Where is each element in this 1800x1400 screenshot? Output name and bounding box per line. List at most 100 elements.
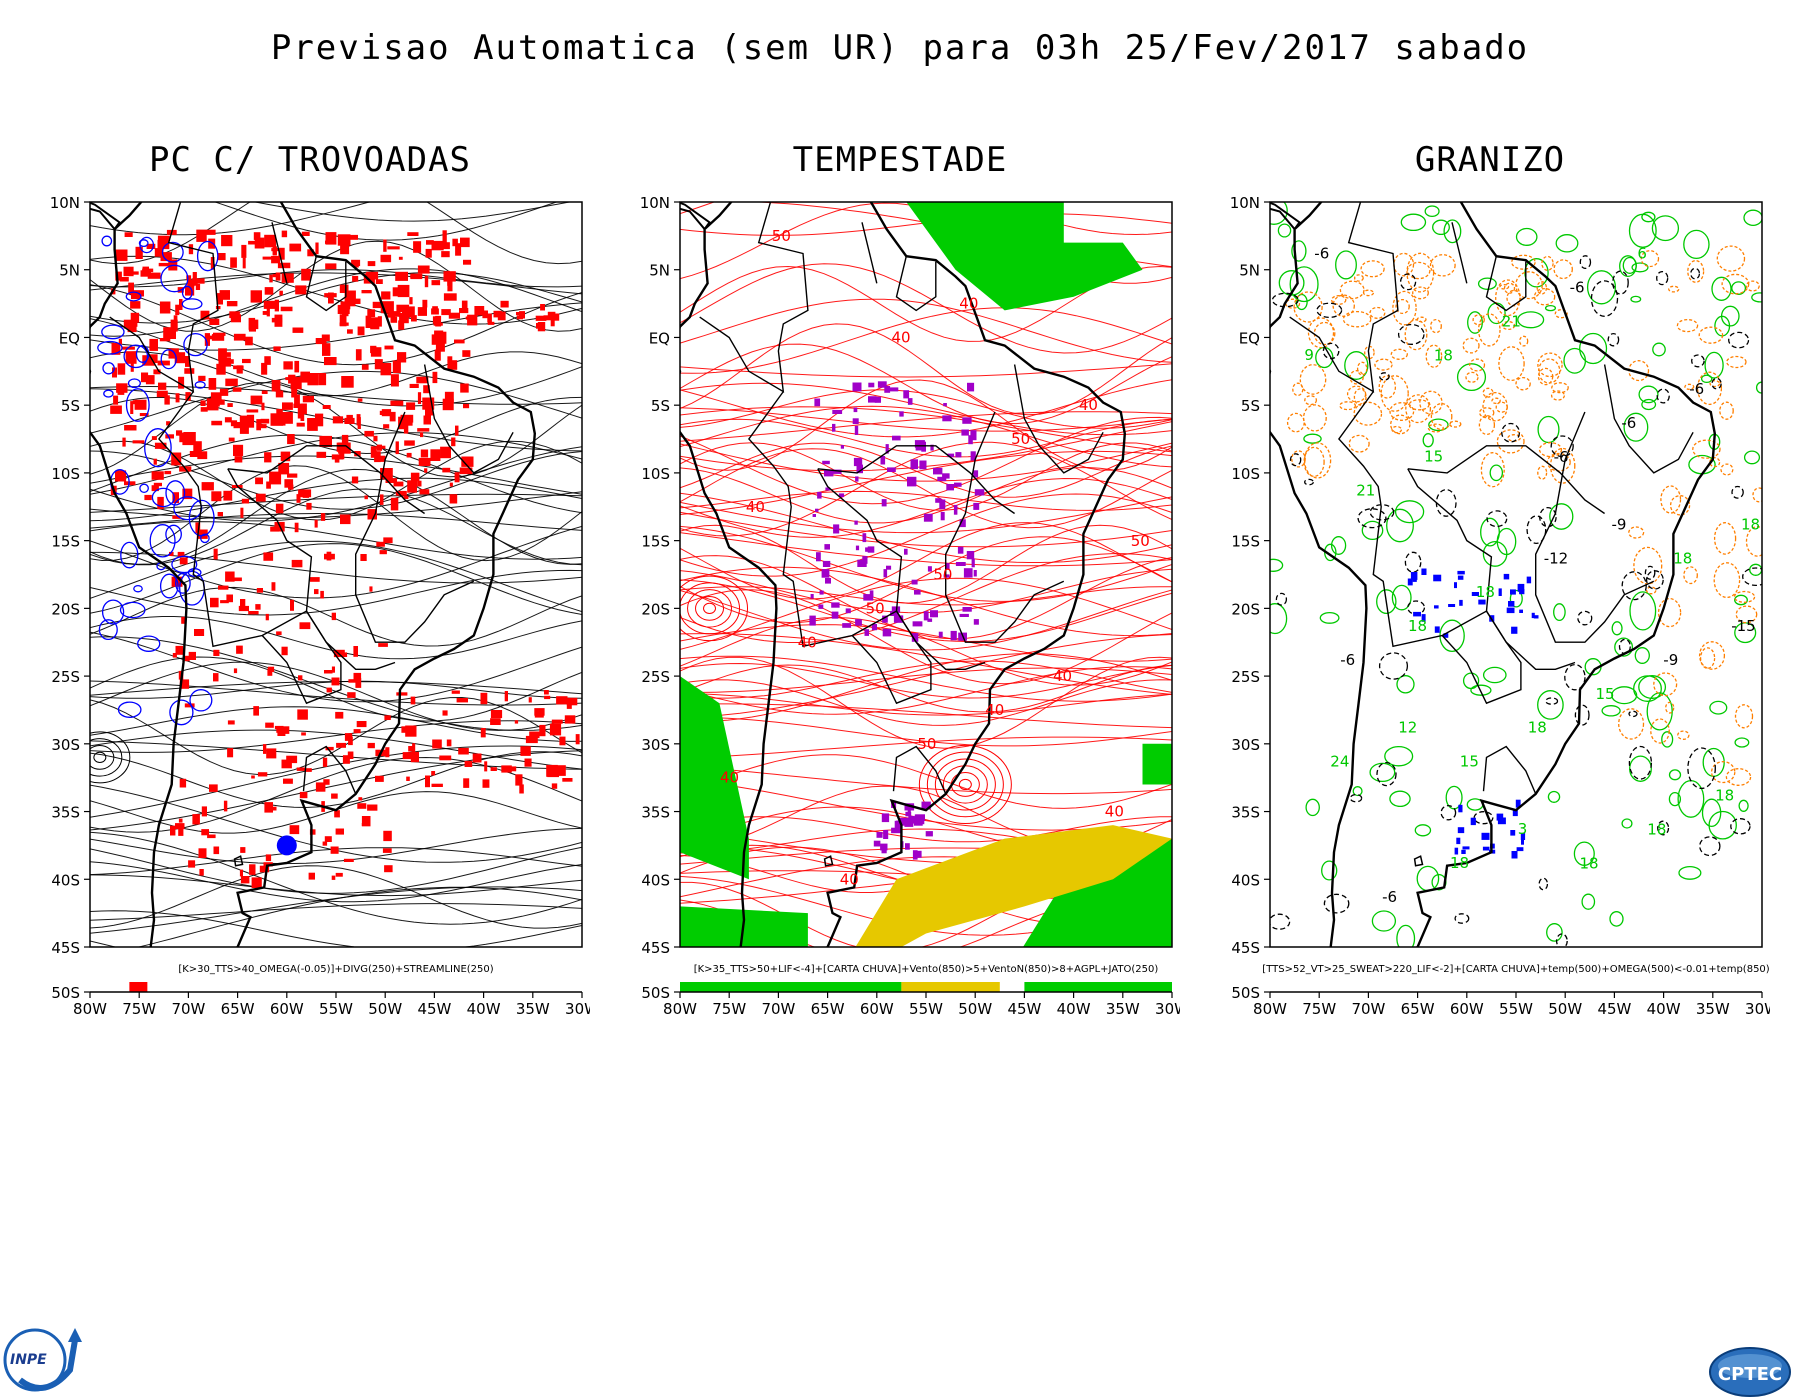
field-cell [482,310,488,319]
field-cell [484,761,488,772]
field-cell [287,473,298,478]
field-cell [123,319,135,329]
field-cell [213,332,226,336]
inpe-logo: INPE [3,1328,82,1392]
field-cell [361,364,369,370]
contour [139,483,149,494]
field-cell [248,323,256,332]
contour [1638,675,1667,699]
country-border [895,256,937,312]
contour [1665,701,1675,714]
contour [123,344,149,369]
contour [1699,836,1721,857]
field-cell [379,410,387,415]
contour [1708,810,1737,840]
contour [1435,488,1457,517]
field-cell [264,287,274,295]
contour-label: 21 [1502,312,1521,330]
field-cell [385,306,392,314]
field-cell [336,742,346,748]
field-cell [549,723,562,736]
field-cell [904,548,908,555]
contour [125,291,142,302]
field-cell [219,388,229,396]
field-cell [439,242,450,250]
field-cell [831,611,839,619]
field-cell [390,497,399,511]
field-cell [358,797,363,801]
contour [1726,355,1747,369]
streamline [680,307,1172,374]
field-cell [472,753,482,763]
field-cell [1482,846,1490,851]
field-cell [460,237,470,248]
field-cell [816,552,821,562]
field-cell [403,495,409,500]
contour [1519,335,1529,347]
vortex-ring [90,731,131,784]
field-cell [923,513,933,522]
streamline [680,693,1172,716]
vortex-ring [942,765,988,804]
field-cell [241,244,247,258]
streamline [680,407,1172,432]
contour [1361,520,1384,541]
lat-tick-label: 20S [641,600,670,618]
contour [1330,536,1347,555]
field-cell [825,578,831,584]
streamline [90,543,582,615]
field-cell [206,229,216,235]
field-cell [280,412,293,424]
contour [1621,571,1647,601]
field-cell [831,602,840,608]
contour [1454,913,1470,924]
streamline [680,323,1172,416]
lat-tick-label: 15S [641,533,670,551]
contour [181,285,193,300]
contour [1506,289,1522,307]
lat-tick-label: 5S [1241,397,1260,415]
coastline [90,202,537,947]
contour [1299,364,1327,395]
streamline [680,566,1172,637]
field-cell [195,284,201,290]
field-cell [880,843,888,851]
field-cell [959,519,966,528]
country-border [1451,222,1468,284]
field-cell [122,437,126,447]
lon-tick-label: 35W [1696,1000,1730,1018]
streamline [680,667,1172,693]
field-cell [261,402,265,411]
field-cell [239,869,243,877]
field-cell [395,490,407,496]
field-cell [482,779,490,788]
lat-tick-label: 25S [51,668,80,686]
field-cell [342,755,350,764]
streamline [90,512,582,531]
field-cell [293,403,305,408]
contour [1515,271,1543,300]
inpe-logo-text: INPE [10,1352,47,1368]
field-cell [142,266,149,271]
field-cell [497,311,506,321]
contour [1657,820,1670,836]
field-cell [130,401,134,414]
field-cell [955,452,962,458]
field-cell [302,395,314,403]
contour [1342,310,1372,328]
contour [1286,412,1305,433]
contour-label: -9 [1663,651,1678,669]
field-cell [855,619,862,626]
field-cell [188,651,196,660]
streamline [680,660,1172,699]
lake [233,855,244,867]
contour [1709,700,1728,715]
field-cell [1454,847,1459,855]
field-cell [277,732,286,736]
coastline [1270,202,1717,947]
field-cell [910,459,918,470]
contour [1369,504,1395,521]
field-cell [323,779,330,785]
contour [1349,793,1363,803]
lon-tick-label: 70W [1351,1000,1385,1018]
